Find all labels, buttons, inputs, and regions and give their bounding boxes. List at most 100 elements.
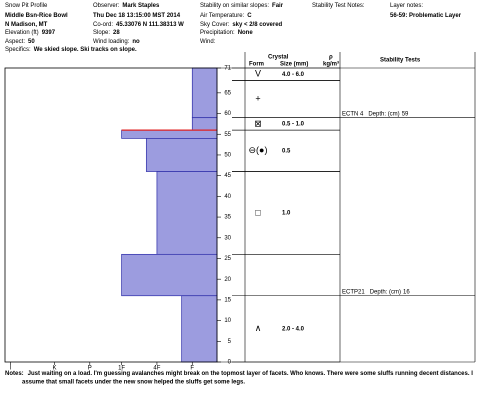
- field-value: sky < 2/8 covered: [232, 22, 282, 28]
- y-tick-label: 45: [224, 173, 231, 179]
- hardness-bar: [121, 253, 218, 297]
- x-tick-label: 4F: [153, 366, 160, 372]
- header-field: Specifics: We skied slope. Ski tracks on …: [5, 47, 137, 53]
- header-field: Stability on similar slopes: Fair: [200, 3, 284, 9]
- field-label: Wind loading:: [93, 39, 130, 45]
- y-tick-label: 20: [224, 277, 231, 283]
- field-label: Precipitation:: [200, 30, 235, 36]
- header-field: Elevation (ft) 9397: [5, 30, 56, 36]
- crystal-size: 0.5 - 1.0: [282, 121, 305, 127]
- field-value: C: [247, 13, 252, 19]
- header-field: Precipitation: None: [200, 30, 253, 36]
- x-tick-label: P: [88, 366, 92, 372]
- field-label: Wind:: [200, 39, 216, 45]
- header-field: Sky Cover: sky < 2/8 covered: [200, 22, 283, 28]
- field-label: Elevation (ft): [5, 30, 39, 36]
- field-label: Co-ord:: [93, 22, 113, 28]
- header-field: Middle Bsn-Rice Bowl: [5, 13, 68, 19]
- density-unit: kg/m³: [323, 61, 339, 68]
- crystal-form: ⊖(●): [249, 145, 268, 155]
- test-depth: 59: [402, 111, 409, 117]
- y-tick-label: 65: [224, 90, 231, 96]
- field-value: 45.33076 N 111.38313 W: [116, 22, 184, 28]
- y-tick-label: 25: [224, 256, 231, 262]
- crystal-form: ∧: [255, 323, 262, 333]
- field-label: Aspect:: [5, 39, 25, 45]
- crystal-size: 1.0: [282, 211, 291, 217]
- header-field: N Madison, MT: [5, 22, 48, 28]
- field-label: Snow Pit Profile: [5, 3, 48, 9]
- field-label: Slope:: [93, 30, 110, 36]
- y-tick-label: 5: [228, 339, 232, 345]
- hardness-bar: [191, 117, 218, 131]
- field-value: N Madison, MT: [5, 22, 48, 28]
- notes-line: Notes: Just waiting on a load. I'm guessi…: [5, 371, 473, 377]
- form-header: Form: [249, 62, 264, 68]
- field-label: Stability Test Notes:: [312, 3, 365, 9]
- y-tick-label: 50: [224, 153, 231, 159]
- field-label: Air Temperature:: [200, 13, 245, 19]
- field-value: 28: [113, 30, 120, 36]
- hardness-bar: [191, 67, 218, 119]
- header-field: Slope: 28: [93, 30, 120, 36]
- field-value: 50: [28, 39, 35, 45]
- field-value: Fair: [272, 3, 284, 9]
- header-field: Stability Test Notes:: [312, 3, 365, 9]
- field-value: Thu Dec 18 13:15:00 MST 2014: [93, 13, 181, 19]
- header-field: Wind:: [200, 39, 216, 45]
- y-tick-label: 55: [224, 132, 231, 138]
- y-tick-label: 30: [224, 235, 231, 241]
- test-name: ECTP21: [342, 289, 365, 295]
- header-field: Co-ord: 45.33076 N 111.38313 W: [93, 22, 184, 28]
- test-depth-label: Depth: (cm): [370, 289, 401, 295]
- x-tick-label: F: [190, 366, 194, 372]
- field-label: Specifics:: [5, 47, 31, 53]
- crystal-size: 0.5: [282, 148, 291, 154]
- crystal-header: Crystal: [268, 55, 289, 61]
- notes-text: Just waiting on a load. I'm guessing ava…: [28, 371, 474, 377]
- y-tick-label: 40: [224, 194, 231, 200]
- field-value: no: [132, 39, 140, 45]
- field-label: Sky Cover:: [200, 22, 230, 28]
- y-tick-label: 15: [224, 297, 231, 303]
- density-header: ρ: [329, 55, 333, 61]
- tests-header: Stability Tests: [380, 58, 421, 64]
- plot-frame: [4, 67, 218, 363]
- crystal-size: 2.0 - 4.0: [282, 326, 305, 332]
- hardness-bar: [145, 138, 218, 172]
- header-field: Wind loading: no: [93, 39, 140, 45]
- header-field: Air Temperature: C: [200, 13, 252, 19]
- field-label: Layer notes:: [390, 3, 423, 9]
- field-label: Observer:: [93, 3, 120, 9]
- hardness-bar: [181, 295, 218, 363]
- field-value: 9397: [42, 30, 56, 36]
- test-name: ECTN 4: [342, 111, 364, 117]
- crystal-form: +: [255, 93, 260, 103]
- header-field: Thu Dec 18 13:15:00 MST 2014: [93, 13, 181, 19]
- y-tick-label: 35: [224, 215, 231, 221]
- x-tick-label: I: [9, 366, 11, 372]
- y-tick-label: 10: [224, 318, 231, 324]
- field-value: Mark Staples: [122, 3, 160, 9]
- test-depth: 16: [403, 289, 410, 295]
- test-label: ECTP21 Depth: (cm) 16: [342, 289, 410, 295]
- y-tick-label: 60: [224, 111, 231, 117]
- header-field: Snow Pit Profile: [5, 3, 48, 9]
- field-label: Stability on similar slopes:: [200, 3, 269, 9]
- x-tick-label: K: [52, 366, 56, 372]
- header-field: Aspect: 50: [5, 39, 35, 45]
- field-value: Middle Bsn-Rice Bowl: [5, 13, 68, 19]
- field-value: None: [238, 30, 254, 36]
- notes-line: assume that small facets under the new s…: [22, 380, 245, 386]
- header-field: Observer: Mark Staples: [93, 3, 160, 9]
- header-field: Layer notes:: [390, 3, 423, 9]
- test-label: ECTN 4 Depth: (cm) 59: [342, 111, 409, 117]
- field-value: We skied slope. Ski tracks on slope.: [34, 47, 137, 53]
- crystal-size: 4.0 - 6.0: [282, 72, 305, 78]
- x-tick-label: 1F: [118, 366, 125, 372]
- y-tick-label: 0: [228, 360, 232, 366]
- header-field: 56-59: Problematic Layer: [390, 13, 462, 19]
- crystal-form: ⊠: [254, 118, 262, 128]
